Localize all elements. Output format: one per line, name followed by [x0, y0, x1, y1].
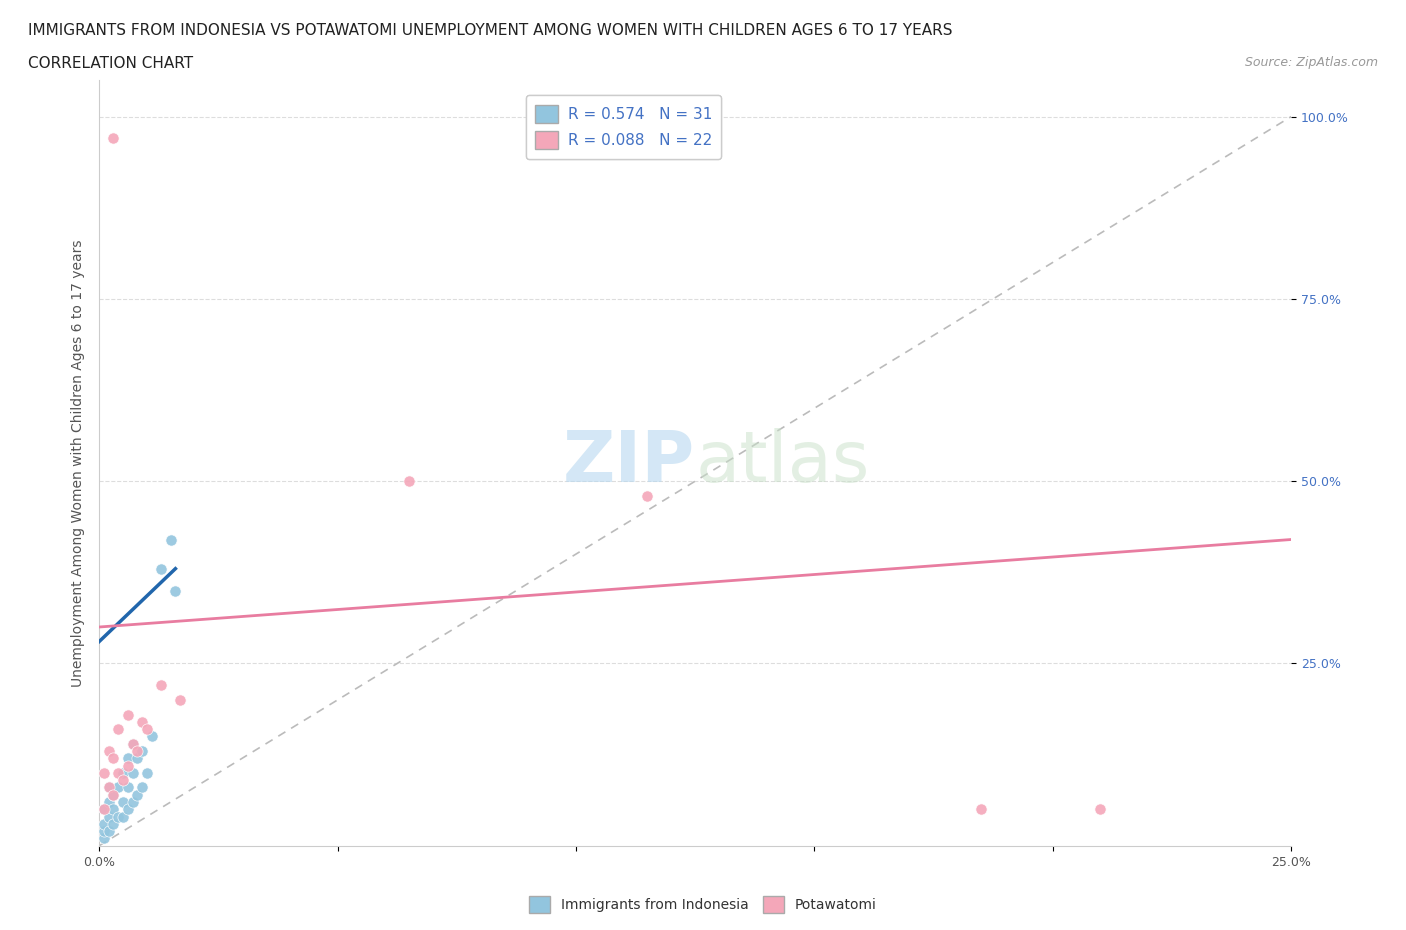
Point — [107, 780, 129, 795]
Point — [93, 802, 115, 817]
Text: atlas: atlas — [695, 429, 869, 498]
Point — [97, 824, 120, 839]
Point — [117, 751, 139, 765]
Point — [107, 765, 129, 780]
Point — [131, 714, 153, 729]
Point — [103, 751, 125, 765]
Point — [117, 707, 139, 722]
Point — [121, 737, 143, 751]
Point — [127, 788, 149, 803]
Point — [121, 794, 143, 809]
Point — [398, 473, 420, 488]
Point — [141, 729, 163, 744]
Point — [97, 780, 120, 795]
Point — [131, 780, 153, 795]
Point — [103, 788, 125, 803]
Point — [111, 809, 134, 824]
Point — [111, 765, 134, 780]
Point — [1090, 802, 1112, 817]
Point — [135, 765, 157, 780]
Legend: Immigrants from Indonesia, Potawatomi: Immigrants from Indonesia, Potawatomi — [524, 890, 882, 919]
Point — [111, 773, 134, 788]
Point — [159, 532, 181, 547]
Point — [107, 722, 129, 737]
Point — [121, 737, 143, 751]
Point — [131, 744, 153, 759]
Point — [127, 751, 149, 765]
Point — [169, 693, 191, 708]
Point — [150, 678, 173, 693]
Point — [97, 794, 120, 809]
Point — [117, 802, 139, 817]
Point — [165, 583, 187, 598]
Point — [135, 722, 157, 737]
Point — [117, 758, 139, 773]
Legend: R = 0.574   N = 31, R = 0.088   N = 22: R = 0.574 N = 31, R = 0.088 N = 22 — [526, 96, 721, 159]
Point — [93, 765, 115, 780]
Point — [103, 802, 125, 817]
Point — [97, 744, 120, 759]
Point — [97, 780, 120, 795]
Point — [637, 488, 659, 503]
Point — [121, 765, 143, 780]
Point — [103, 817, 125, 831]
Point — [107, 809, 129, 824]
Point — [117, 780, 139, 795]
Point — [970, 802, 993, 817]
Text: ZIP: ZIP — [562, 429, 695, 498]
Point — [127, 744, 149, 759]
Point — [103, 788, 125, 803]
Text: Source: ZipAtlas.com: Source: ZipAtlas.com — [1244, 56, 1378, 69]
Point — [111, 794, 134, 809]
Point — [93, 802, 115, 817]
Point — [97, 809, 120, 824]
Text: IMMIGRANTS FROM INDONESIA VS POTAWATOMI UNEMPLOYMENT AMONG WOMEN WITH CHILDREN A: IMMIGRANTS FROM INDONESIA VS POTAWATOMI … — [28, 23, 953, 38]
Point — [93, 817, 115, 831]
Text: CORRELATION CHART: CORRELATION CHART — [28, 56, 193, 71]
Y-axis label: Unemployment Among Women with Children Ages 6 to 17 years: Unemployment Among Women with Children A… — [72, 239, 86, 686]
Point — [150, 561, 173, 576]
Point — [103, 131, 125, 146]
Point — [93, 824, 115, 839]
Point — [93, 831, 115, 846]
